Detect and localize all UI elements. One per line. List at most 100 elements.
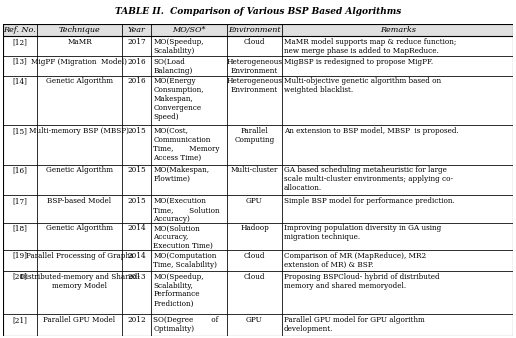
Text: Technique: Technique [59,26,100,33]
Bar [151,314,227,336]
Bar [227,195,282,223]
Bar [151,76,227,125]
Bar [122,314,151,336]
Bar [37,250,122,271]
Bar [37,271,122,314]
Text: Genetic Algorithm: Genetic Algorithm [46,166,113,174]
Bar [227,24,282,36]
Bar [122,195,151,223]
Bar [282,223,513,250]
Bar [282,314,513,336]
Text: 2016: 2016 [127,58,146,66]
Text: MigPF (Migration  Model): MigPF (Migration Model) [31,58,127,66]
Bar [37,56,122,76]
Bar [37,76,122,125]
Bar [122,56,151,76]
Bar [151,195,227,223]
Text: MaMR: MaMR [67,38,92,46]
Bar [227,195,282,223]
Bar [282,271,513,314]
Bar [3,271,37,314]
Text: 2014: 2014 [127,224,146,233]
Bar [122,271,151,314]
Text: Multi-cluster: Multi-cluster [231,166,278,174]
Text: Simple BSP model for performance prediction.: Simple BSP model for performance predict… [284,197,455,205]
Text: MigBSP is redesigned to propose MigPF.: MigBSP is redesigned to propose MigPF. [284,58,433,66]
Bar [227,223,282,250]
Bar [122,76,151,125]
Bar [3,76,37,125]
Bar [3,76,37,125]
Text: Remarks: Remarks [380,26,416,33]
Text: BSP-based Model: BSP-based Model [47,197,111,205]
Bar [3,223,37,250]
Text: Multi-objective genetic algorithm based on
weighted blacklist.: Multi-objective genetic algorithm based … [284,77,441,94]
Bar [227,314,282,336]
Text: An extension to BSP model, MBSP  is proposed.: An extension to BSP model, MBSP is propo… [284,127,459,135]
Text: [19]: [19] [12,252,27,260]
Bar [282,76,513,125]
Bar [37,24,122,36]
Bar [122,125,151,165]
Bar [282,36,513,56]
Bar [282,195,513,223]
Text: 2015: 2015 [127,166,146,174]
Text: SO(Load
Balancing): SO(Load Balancing) [153,58,192,75]
Bar [122,125,151,165]
Bar [151,223,227,250]
Text: [18]: [18] [12,224,27,233]
Text: 2013: 2013 [127,273,146,281]
Bar [227,76,282,125]
Text: MaMR model supports map & reduce function;
new merge phase is added to MapReduce: MaMR model supports map & reduce functio… [284,38,457,55]
Text: MO(Makespan,
Flowtime): MO(Makespan, Flowtime) [153,166,209,183]
Text: MO(Energy
Consumption,
Makespan,
Convergence
Speed): MO(Energy Consumption, Makespan, Converg… [153,77,204,121]
Bar [151,195,227,223]
Bar [3,195,37,223]
Bar [37,24,122,36]
Text: MO(Computation
Time, Scalability): MO(Computation Time, Scalability) [153,252,217,269]
Text: 2015: 2015 [127,127,146,135]
Bar [282,76,513,125]
Bar [3,165,37,195]
Bar [122,250,151,271]
Text: SO(Degree        of
Optimality): SO(Degree of Optimality) [153,316,219,333]
Bar [122,223,151,250]
Bar [227,314,282,336]
Bar [122,165,151,195]
Bar [282,250,513,271]
Bar [37,223,122,250]
Bar [227,250,282,271]
Bar [282,56,513,76]
Bar [227,76,282,125]
Bar [37,195,122,223]
Bar [37,165,122,195]
Text: GPU: GPU [246,316,263,324]
Text: [16]: [16] [12,166,27,174]
Text: [13]: [13] [12,58,27,66]
Text: Heterogeneous
Environment: Heterogeneous Environment [227,77,282,94]
Text: MO(Solution
Accuracy,
Execution Time): MO(Solution Accuracy, Execution Time) [153,224,213,250]
Bar [3,56,37,76]
Bar [151,24,227,36]
Bar [227,24,282,36]
Text: [20]: [20] [12,273,27,281]
Text: MO(Execution
Time,       Solution
Accuracy): MO(Execution Time, Solution Accuracy) [153,197,220,223]
Bar [122,24,151,36]
Bar [37,195,122,223]
Bar [3,250,37,271]
Text: Genetic Algorithm: Genetic Algorithm [46,224,113,233]
Text: Proposing BSPCloud- hybrid of distributed
memory and shared memoryodel.: Proposing BSPCloud- hybrid of distribute… [284,273,440,290]
Bar [37,36,122,56]
Bar [282,165,513,195]
Bar [122,314,151,336]
Text: 2012: 2012 [127,316,146,324]
Bar [122,36,151,56]
Bar [151,76,227,125]
Bar [151,165,227,195]
Bar [3,24,37,36]
Bar [227,36,282,56]
Text: Distributed-memory and Shared-
memory Model: Distributed-memory and Shared- memory Mo… [20,273,139,290]
Bar [282,24,513,36]
Bar [122,250,151,271]
Text: Heterogeneous
Environment: Heterogeneous Environment [227,58,282,75]
